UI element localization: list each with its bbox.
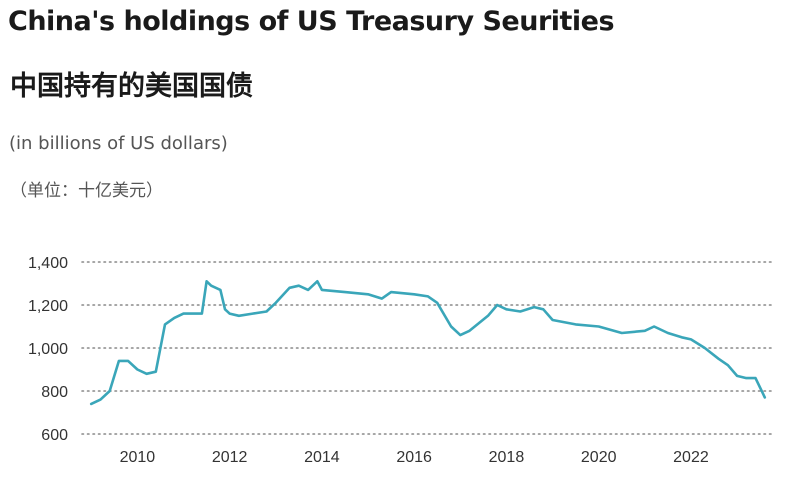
x-tick-label: 2014: [304, 449, 340, 466]
chart-subtitle-chinese: 中国持有的美国国债: [10, 71, 253, 102]
x-axis-ticks: 2010 2012 2014 2016 2018 2020 2022: [120, 449, 709, 466]
grid-lines: [81, 261, 775, 435]
x-tick-label: 2012: [212, 449, 248, 466]
chart-title: China's holdings of US Treasury Seuritie…: [8, 6, 615, 37]
x-tick-label: 2022: [673, 449, 709, 466]
series-lines: [89, 279, 767, 406]
series-line: [89, 279, 767, 406]
x-tick-label: 2010: [120, 449, 156, 466]
y-tick-label: 1,200: [28, 298, 68, 315]
unit-label-chinese: （单位：十亿美元）: [10, 181, 163, 201]
x-tick-label: 2020: [581, 449, 617, 466]
y-tick-label: 600: [41, 427, 68, 444]
y-axis-ticks: 600 800 1,000 1,200 1,400: [28, 255, 68, 444]
y-tick-label: 1,400: [28, 255, 68, 272]
x-tick-label: 2018: [489, 449, 525, 466]
unit-label: (in billions of US dollars): [9, 133, 228, 154]
x-tick-label: 2016: [396, 449, 432, 466]
y-tick-label: 800: [41, 384, 68, 401]
y-tick-label: 1,000: [28, 341, 68, 358]
